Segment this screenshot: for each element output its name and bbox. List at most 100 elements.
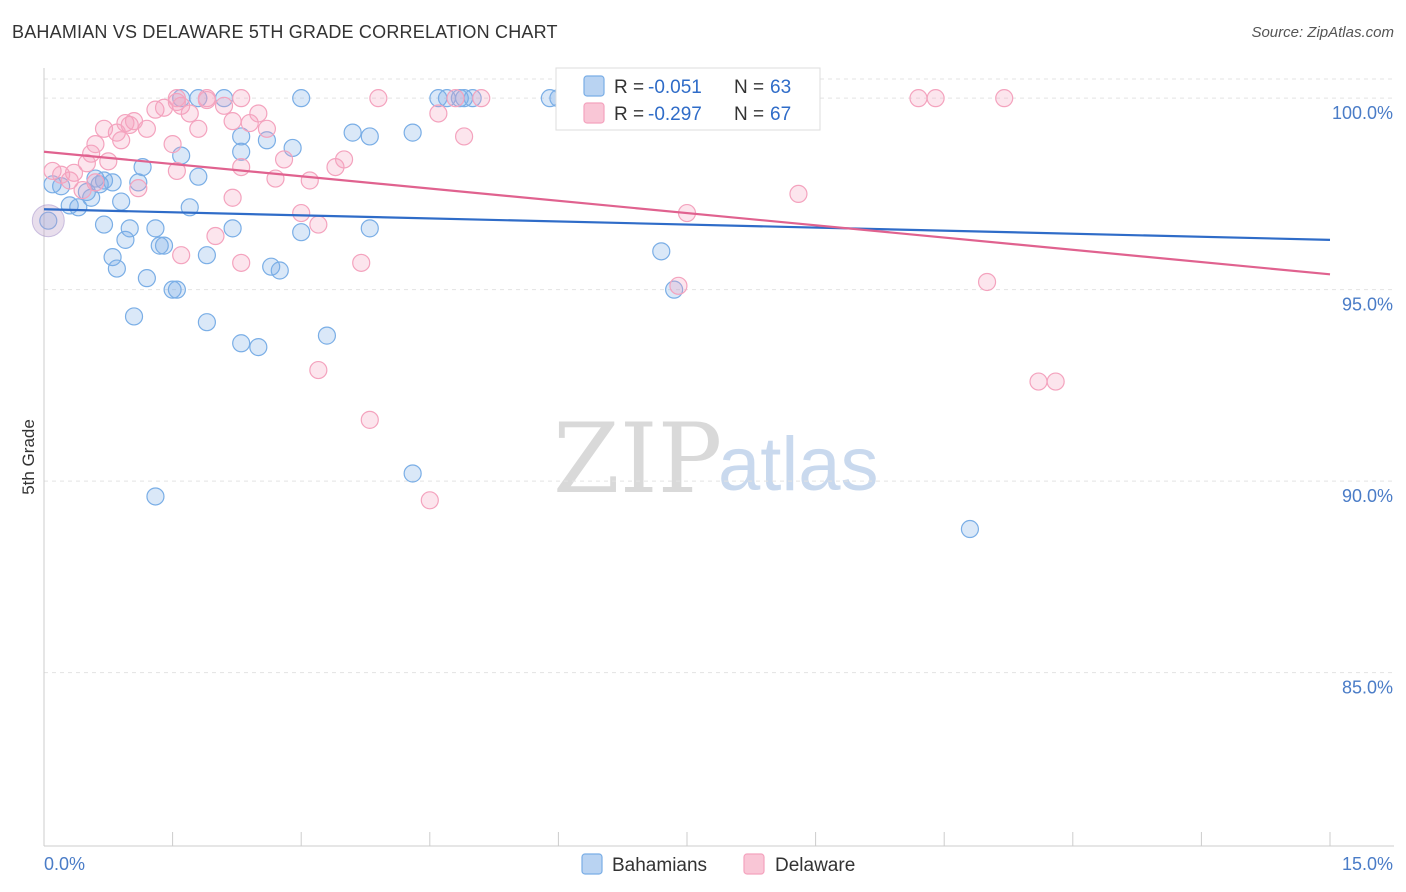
legend-n-value-delaware: 67 bbox=[770, 104, 791, 125]
chart-title: BAHAMIAN VS DELAWARE 5TH GRADE CORRELATI… bbox=[12, 22, 558, 42]
legend-n-label-bahamians: N = bbox=[734, 77, 764, 98]
point-bahamians bbox=[133, 157, 152, 177]
point-delaware bbox=[232, 157, 251, 177]
point-bahamians bbox=[146, 487, 165, 506]
point-bahamians bbox=[223, 219, 242, 238]
trendline-bahamians bbox=[43, 208, 1331, 241]
point-delaware bbox=[334, 150, 354, 169]
legend-r-value-bahamians: -0.051 bbox=[648, 77, 702, 98]
point-delaware bbox=[82, 144, 101, 163]
point-delaware bbox=[926, 89, 945, 108]
point-delaware bbox=[43, 161, 62, 181]
point-delaware bbox=[309, 360, 328, 380]
series-legend-swatch-bahamians bbox=[581, 853, 603, 875]
point-bahamians bbox=[652, 242, 671, 261]
x-axis-tick-labels: 0.0% 15.0% bbox=[44, 854, 1393, 874]
point-delaware bbox=[472, 89, 491, 108]
point-bahamians bbox=[39, 211, 58, 230]
point-delaware bbox=[99, 152, 118, 171]
legend-r-value-delaware: -0.297 bbox=[648, 104, 702, 125]
point-bahamians bbox=[360, 219, 379, 238]
point-delaware bbox=[669, 276, 688, 295]
point-bahamians bbox=[150, 236, 169, 255]
y-axis-label: 5th Grade bbox=[19, 419, 38, 495]
point-bahamians bbox=[403, 464, 422, 483]
point-bahamians bbox=[343, 123, 362, 142]
point-delaware bbox=[64, 163, 84, 182]
point-delaware bbox=[137, 119, 156, 138]
point-bahamians bbox=[450, 89, 469, 108]
point-delaware bbox=[454, 127, 474, 146]
stats-legend: R = -0.051 N = 63 R = -0.297 N = 67 bbox=[555, 67, 821, 131]
y-tick-label: 100.0% bbox=[1332, 103, 1393, 123]
x-tick-label: 15.0% bbox=[1342, 854, 1393, 874]
point-bahamians bbox=[124, 307, 144, 326]
point-delaware bbox=[197, 89, 216, 108]
point-delaware bbox=[86, 135, 105, 154]
x-axis-ticks bbox=[43, 832, 1331, 846]
point-delaware bbox=[420, 491, 439, 510]
source-credit: Source: ZipAtlas.com bbox=[1251, 24, 1394, 41]
point-bahamians bbox=[103, 173, 122, 192]
point-bahamians bbox=[189, 167, 208, 186]
point-bahamians bbox=[197, 313, 216, 332]
point-delaware bbox=[163, 135, 182, 154]
point-delaware bbox=[249, 104, 268, 123]
legend-swatch-delaware bbox=[583, 102, 605, 124]
point-delaware bbox=[232, 253, 251, 272]
point-delaware bbox=[446, 89, 465, 108]
point-delaware bbox=[129, 179, 148, 198]
point-delaware bbox=[214, 96, 234, 115]
point-bahamians bbox=[270, 261, 289, 280]
point-delaware bbox=[977, 272, 997, 292]
point-bahamians bbox=[249, 338, 268, 357]
point-delaware bbox=[274, 150, 294, 169]
point-bahamians bbox=[197, 246, 216, 265]
trend-lines bbox=[43, 150, 1331, 276]
point-delaware bbox=[257, 119, 277, 138]
point-delaware bbox=[232, 89, 251, 108]
trendline-delaware bbox=[43, 150, 1331, 276]
point-bahamians bbox=[292, 223, 311, 242]
point-bahamians bbox=[103, 247, 122, 267]
data-points bbox=[31, 89, 1065, 539]
y-tick-label: 95.0% bbox=[1342, 295, 1393, 315]
y-axis-tick-labels: 100.0% 95.0% 90.0% 85.0% bbox=[1332, 103, 1393, 698]
point-bahamians bbox=[137, 269, 156, 288]
point-delaware bbox=[309, 215, 328, 234]
point-bahamians bbox=[403, 123, 422, 142]
point-bahamians bbox=[94, 215, 114, 234]
point-bahamians bbox=[112, 192, 131, 211]
point-delaware bbox=[995, 89, 1014, 108]
point-delaware bbox=[300, 171, 319, 190]
point-delaware bbox=[352, 253, 371, 272]
series-legend: Bahamians Delaware bbox=[581, 853, 855, 876]
series-legend-swatch-delaware bbox=[743, 853, 765, 875]
point-delaware bbox=[180, 104, 199, 123]
point-delaware bbox=[429, 104, 448, 123]
point-delaware bbox=[369, 89, 388, 108]
legend-n-value-bahamians: 63 bbox=[770, 77, 791, 98]
point-bahamians bbox=[960, 519, 980, 539]
y-tick-label: 90.0% bbox=[1342, 486, 1393, 506]
point-delaware bbox=[86, 173, 105, 192]
point-bahamians bbox=[429, 89, 448, 108]
point-bahamians bbox=[163, 280, 182, 299]
point-delaware bbox=[167, 161, 186, 181]
axes bbox=[43, 68, 1394, 847]
point-bahamians bbox=[232, 334, 251, 353]
point-bahamians bbox=[154, 236, 174, 255]
point-bahamians bbox=[292, 89, 311, 108]
point-delaware bbox=[189, 119, 208, 138]
point-delaware bbox=[360, 410, 379, 429]
series-legend-label-delaware: Delaware bbox=[775, 855, 855, 876]
point-delaware bbox=[172, 246, 191, 265]
point-bahamians bbox=[232, 142, 251, 161]
point-delaware bbox=[206, 226, 225, 246]
point-delaware bbox=[112, 131, 131, 150]
point-bahamians bbox=[146, 219, 165, 238]
point-bahamians bbox=[232, 127, 251, 146]
point-bahamians bbox=[317, 326, 337, 345]
x-tick-label: 0.0% bbox=[44, 854, 85, 874]
